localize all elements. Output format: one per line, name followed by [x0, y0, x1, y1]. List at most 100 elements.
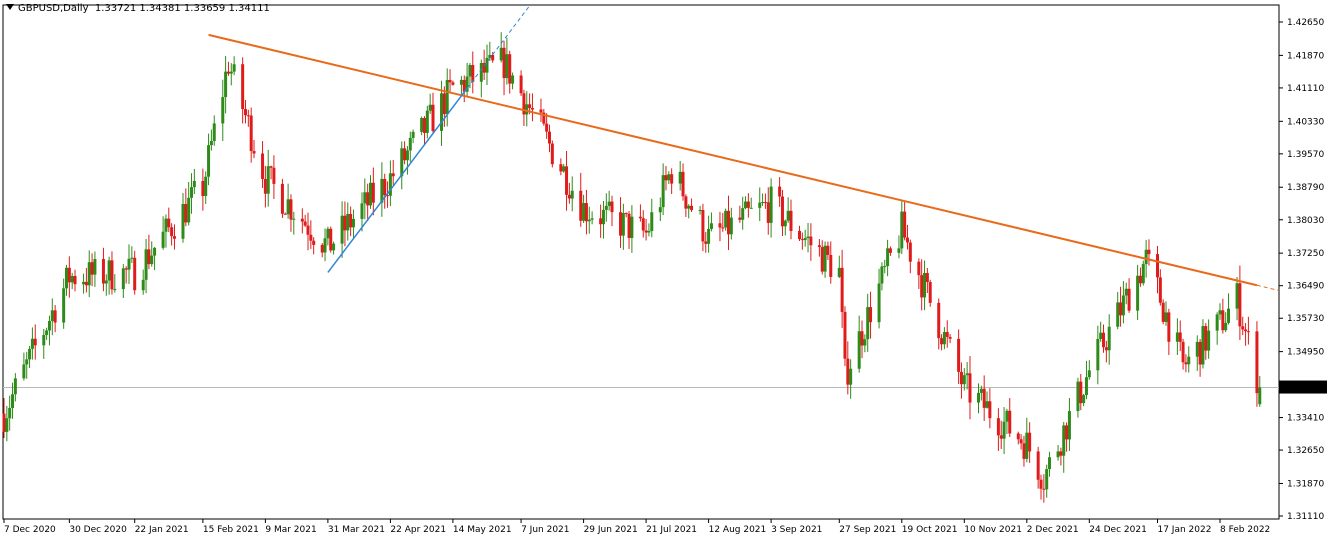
candle-bull [340, 215, 344, 244]
candle-bull [1082, 395, 1086, 404]
x-tick-label: 22 Jan 2021 [135, 525, 189, 535]
candle-bear [726, 210, 730, 235]
candle-bull [104, 280, 108, 284]
x-tick-label: 2 Dec 2021 [1027, 525, 1079, 535]
candle-bear [482, 62, 486, 73]
symbol-label: GBPUSD,Daily [18, 3, 89, 14]
chart-header: GBPUSD,Daily 1.33721 1.34381 1.33659 1.3… [6, 3, 270, 14]
candle-bull [190, 187, 194, 198]
candle-bear [110, 260, 114, 290]
candle-bear [343, 215, 347, 231]
x-tick-label: 27 Sep 2021 [839, 525, 896, 535]
candle-bear [627, 213, 631, 238]
x-tick-label: 24 Dec 2021 [1089, 525, 1147, 535]
candle-bear [147, 249, 151, 265]
candle-bear [320, 244, 324, 253]
candle-bear [846, 358, 850, 385]
candle-bear [90, 262, 94, 275]
candle-bull [25, 359, 29, 365]
ascending-trendline[interactable] [327, 87, 468, 273]
candle-bear [272, 167, 276, 184]
candle-bull [212, 123, 216, 142]
candle-bear [945, 331, 949, 337]
candle-bull [113, 289, 117, 291]
candle-bear [763, 202, 767, 204]
candle-bull [977, 392, 981, 403]
candle-bull [1107, 326, 1111, 351]
candle-bear [565, 166, 569, 195]
candle-bull [153, 247, 157, 256]
candle-bull [511, 75, 515, 84]
candle-bear [690, 205, 694, 211]
candle-bull [221, 97, 225, 124]
y-axis: 1.42650 1.41870 1.41110 1.40330 1.39570 1.387… [1279, 18, 1324, 522]
candle-bull [758, 202, 762, 208]
candle-bull [923, 273, 927, 298]
candle-bear [133, 257, 137, 291]
candle-bear [738, 217, 742, 220]
candle-bull [28, 348, 32, 360]
y-tick-label: 1.42650 [1287, 18, 1324, 28]
candle-bear [917, 261, 921, 276]
candle-bull [11, 394, 15, 408]
candle-bear [826, 245, 830, 255]
candle-bear [462, 79, 466, 92]
candle-bear [502, 47, 506, 79]
x-tick-label: 3 Sep 2021 [771, 525, 822, 535]
candle-bear [968, 373, 972, 403]
candle-bull [30, 338, 34, 349]
y-tick-label: 1.36490 [1287, 282, 1324, 292]
candle-bear [584, 203, 588, 222]
candle-bear [1244, 329, 1248, 332]
candle-bull [207, 145, 211, 177]
candle-bear [1147, 249, 1151, 255]
candles [2, 32, 1262, 503]
candle-bear [905, 237, 909, 243]
candle-bull [405, 150, 409, 161]
candle-bear [391, 173, 395, 177]
candle-bull [724, 210, 728, 228]
candle-bear [778, 186, 782, 197]
candle-bull [698, 209, 702, 211]
y-tick-label: 1.39570 [1287, 150, 1324, 160]
candle-bear [383, 178, 387, 196]
candle-bear [579, 190, 583, 221]
candle-bear [431, 104, 435, 131]
descending-trendline[interactable] [208, 33, 1258, 287]
candle-bull [1121, 295, 1125, 316]
candle-bull [1048, 457, 1052, 470]
y-tick-label: 1.31870 [1287, 479, 1324, 489]
candle-bear [249, 115, 253, 152]
candle-bull [161, 231, 165, 248]
candle-bear [170, 227, 174, 237]
candle-bear [539, 109, 543, 113]
candle-bear [982, 388, 986, 408]
x-tick-label: 31 Mar 2021 [328, 525, 385, 535]
dropdown-triangle-icon[interactable] [6, 4, 14, 10]
candle-bear [903, 211, 907, 238]
candle-bear [300, 218, 304, 222]
candle-bear [101, 259, 105, 284]
x-tick-label: 17 Jan 2022 [1157, 525, 1211, 535]
candle-bear [843, 311, 847, 359]
candle-bull [1235, 283, 1239, 309]
x-tick-label: 14 May 2021 [453, 525, 512, 535]
y-tick-label: 1.37250 [1287, 249, 1324, 259]
candle-bull [181, 203, 185, 239]
candle-bull [50, 310, 54, 321]
candle-bear [73, 275, 77, 285]
candle-bull [93, 259, 97, 275]
candle-bull [667, 174, 671, 181]
candle-bull [1258, 387, 1262, 405]
candle-bull [863, 339, 867, 346]
candle-bear [766, 202, 770, 223]
trendlines[interactable] [208, 4, 1280, 292]
candle-bear [1198, 341, 1202, 365]
candle-bear [241, 64, 245, 110]
candle-bear [1167, 312, 1171, 342]
candle-bull [1096, 338, 1100, 371]
candle-bull [332, 243, 336, 251]
candle-bear [684, 196, 688, 209]
